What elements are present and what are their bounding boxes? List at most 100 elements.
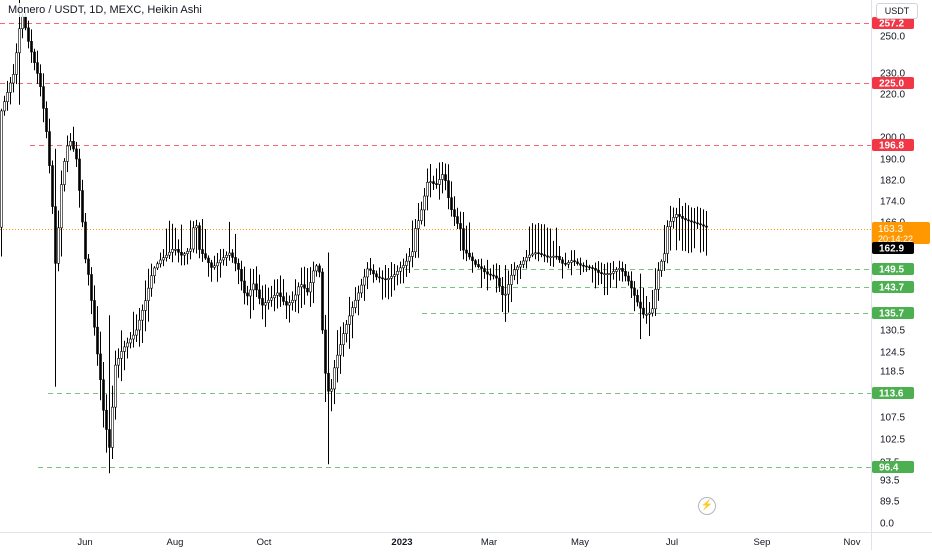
candle-body	[120, 351, 123, 359]
support-tag: 96.4	[879, 463, 899, 474]
candle-body	[627, 275, 630, 282]
candle-body	[177, 249, 180, 253]
candle-body	[657, 270, 660, 290]
candle-body	[594, 268, 597, 271]
candle-body	[696, 222, 699, 225]
candle-body	[372, 270, 375, 275]
candle-body	[618, 268, 621, 270]
resistance-tag-bg	[872, 139, 914, 151]
flash-icon[interactable]: ⚡	[698, 497, 716, 515]
candle-body	[648, 312, 651, 315]
candle-body	[507, 284, 510, 295]
candle-body	[444, 174, 447, 181]
candle-body	[315, 265, 318, 272]
y-tick-label: 89.5	[880, 497, 900, 508]
x-tick-label: Oct	[257, 537, 272, 548]
candle-body	[636, 295, 639, 303]
y-tick-label: 102.5	[880, 435, 905, 446]
candle-body	[411, 251, 414, 257]
candle-body	[402, 265, 405, 269]
candle-body	[207, 257, 210, 264]
candle-body	[495, 275, 498, 279]
candle-body	[645, 313, 648, 316]
price-tags-layer: 257.2 225.0 196.8 149.5 143.7 135.7 113.6 96.4 1…	[872, 17, 930, 474]
candle-body	[291, 299, 294, 303]
candle-body	[318, 265, 321, 273]
candle-body	[519, 264, 522, 268]
candle-body	[414, 228, 417, 253]
candle-body	[252, 283, 255, 291]
candle-body	[486, 271, 489, 275]
candle-body	[510, 274, 513, 285]
candle-body	[564, 263, 567, 265]
candle-body	[312, 270, 315, 283]
candle-body	[654, 288, 657, 310]
support-tag: 149.5	[879, 265, 904, 276]
candle-body	[228, 252, 231, 256]
price-axis[interactable]: 250.0230.0220.0200.0190.0182.0174.0166.0…	[880, 32, 905, 530]
candle-body	[462, 228, 465, 251]
resistance-tag: 196.8	[879, 141, 904, 152]
candle-body	[615, 269, 618, 272]
candle-body	[3, 101, 6, 112]
candle-body	[24, 16, 27, 29]
y-tick-label: 107.5	[880, 413, 905, 424]
candle-body	[45, 108, 48, 132]
candle-body	[387, 278, 390, 281]
resistance-tag-bg	[872, 17, 914, 29]
candle-body	[669, 221, 672, 227]
time-axis[interactable]: Jun Aug Oct 2023 Mar May Jul Sep Nov	[77, 537, 860, 548]
candle-body	[30, 41, 33, 53]
candle-body	[165, 254, 168, 258]
candle-body	[345, 324, 348, 334]
candle-body	[699, 223, 702, 226]
candle-body	[603, 273, 606, 275]
candle-body	[231, 252, 234, 258]
resistance-tag: 225.0	[879, 79, 904, 90]
candle-body	[450, 197, 453, 210]
candle-body	[240, 269, 243, 282]
candle-body	[405, 260, 408, 266]
candle-body	[492, 274, 495, 277]
candle-body	[369, 268, 372, 271]
candle-body	[216, 262, 219, 267]
candle-body	[84, 221, 87, 260]
candle-body	[90, 274, 93, 301]
candle-body	[75, 148, 78, 160]
support-tag: 143.7	[879, 283, 904, 294]
candle-body	[108, 429, 111, 448]
candle-body	[624, 271, 627, 277]
candle-body	[297, 286, 300, 296]
candle-body	[243, 280, 246, 294]
candle-body	[327, 372, 330, 392]
y-tick-label: 182.0	[880, 176, 905, 187]
candle-body	[429, 181, 432, 183]
candle-body	[567, 262, 570, 265]
candle-body	[573, 260, 576, 263]
candle-body	[234, 257, 237, 264]
y-tick-label: 250.0	[880, 32, 905, 43]
candle-body	[531, 253, 534, 256]
candle-body	[69, 140, 72, 147]
candle-body	[144, 300, 147, 311]
candle-body	[435, 183, 438, 185]
candle-body	[156, 263, 159, 269]
candle-body	[480, 266, 483, 269]
candle-body	[333, 367, 336, 390]
candle-body	[255, 283, 258, 291]
candle-body	[642, 307, 645, 315]
candle-body	[336, 354, 339, 369]
candle-body	[63, 161, 66, 185]
candle-body	[693, 221, 696, 224]
candle-body	[171, 249, 174, 253]
currency-button[interactable]: USDT	[876, 3, 918, 19]
candle-body	[189, 248, 192, 252]
candle-body	[354, 299, 357, 308]
candle-body	[474, 260, 477, 265]
candle-body	[222, 257, 225, 261]
candle-body	[576, 261, 579, 264]
candle-body	[285, 301, 288, 306]
candle-body	[102, 379, 105, 411]
candle-body	[483, 268, 486, 273]
